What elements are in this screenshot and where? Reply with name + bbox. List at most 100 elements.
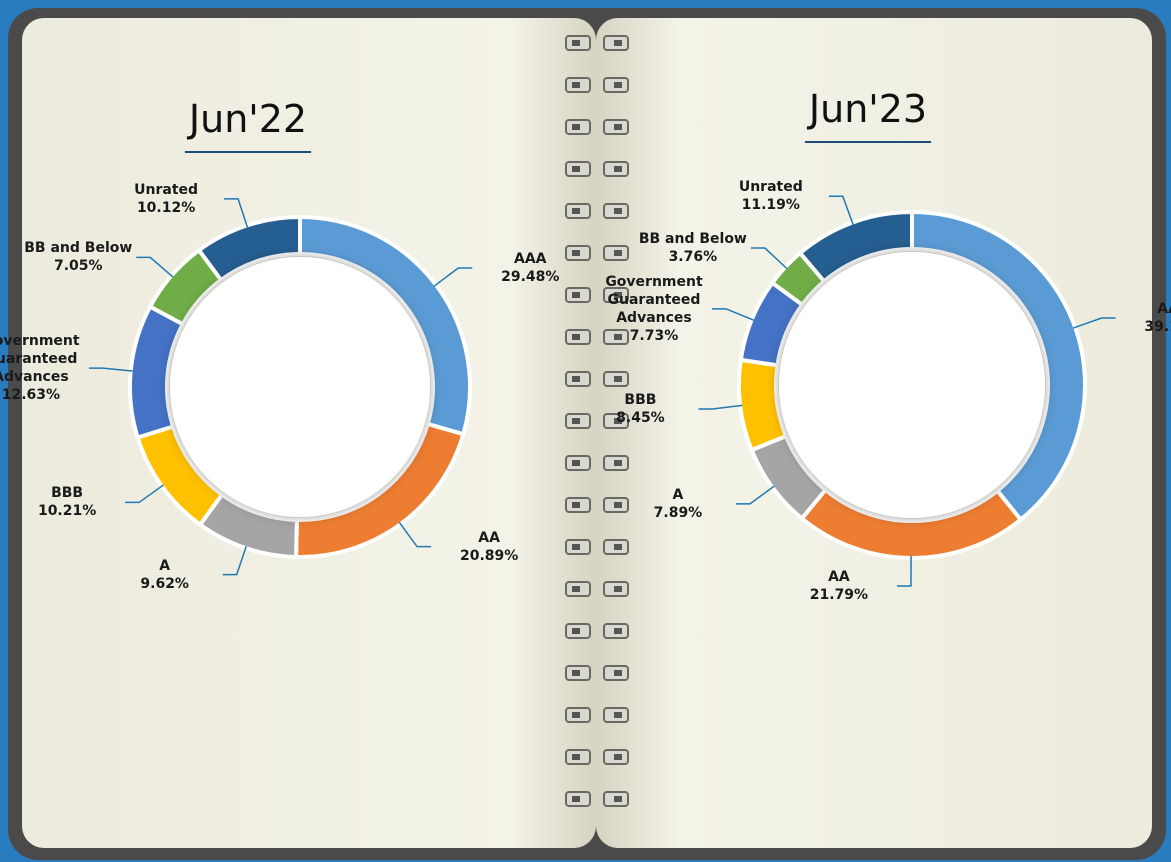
leader-line xyxy=(433,267,473,287)
label-value: 29.48% xyxy=(501,269,560,286)
label-category: AA xyxy=(828,568,850,585)
data-label: BBB 10.21% xyxy=(11,484,123,520)
leader-line xyxy=(222,545,247,576)
spiral-hole xyxy=(614,628,622,634)
spiral-hole xyxy=(572,670,580,676)
donut-segment xyxy=(196,214,302,283)
leader-line xyxy=(125,484,164,504)
chart-title: Jun'23 xyxy=(807,87,927,131)
data-label: AA 20.89% xyxy=(433,529,545,565)
leader-line xyxy=(136,256,174,278)
spiral-hole xyxy=(572,208,580,214)
spiral-hole xyxy=(572,544,580,550)
label-value: 39.19% xyxy=(1144,319,1171,336)
label-category: AAA xyxy=(1157,301,1171,318)
leader-line xyxy=(698,404,743,410)
label-value: 11.19% xyxy=(741,197,800,214)
label-category: BB and Below xyxy=(638,231,747,248)
spiral-hole xyxy=(572,418,580,424)
leader-line xyxy=(1072,317,1116,329)
spiral-hole xyxy=(614,166,622,172)
label-category: BB and Below xyxy=(24,240,133,257)
spiral-hole xyxy=(614,754,622,760)
label-value: 8.45% xyxy=(616,410,665,426)
leader-line xyxy=(735,485,775,505)
spiral-hole xyxy=(572,166,580,172)
spiral-hole xyxy=(614,670,622,676)
spiral-hole xyxy=(614,502,622,508)
label-value: 20.89% xyxy=(459,547,519,564)
spiral xyxy=(565,35,629,807)
label-category: AAA xyxy=(513,251,547,268)
label-category: Government Guaranteed Advances xyxy=(605,273,703,326)
leader-line xyxy=(398,522,432,548)
spiral-hole xyxy=(614,40,622,46)
label-category: Unrated xyxy=(738,179,803,196)
spiral-hole xyxy=(614,796,622,802)
spiral-hole xyxy=(614,334,622,340)
label-category: Government Guaranteed Advances xyxy=(0,333,80,386)
spiral-hole xyxy=(572,628,580,634)
spiral-hole xyxy=(572,586,580,592)
label-category: BBB xyxy=(51,485,84,502)
label-value: 10.12% xyxy=(136,199,196,216)
label-category: A xyxy=(159,557,171,574)
data-label: BB and Below 7.05% xyxy=(22,239,134,275)
spiral-hole xyxy=(614,418,622,424)
spiral-hole xyxy=(614,208,622,214)
spiral-hole xyxy=(572,502,580,508)
spiral-hole xyxy=(614,544,622,550)
data-label: A 9.62% xyxy=(109,557,221,593)
spiral-hole xyxy=(572,334,580,340)
spiral-hole xyxy=(614,712,622,718)
label-value: 12.63% xyxy=(1,387,61,404)
label-value: 7.73% xyxy=(629,327,679,344)
label-value: 10.21% xyxy=(37,503,97,520)
data-label: Unrated 11.19% xyxy=(715,178,827,214)
data-label: BBB 8.45% xyxy=(584,391,696,427)
spiral-hole xyxy=(572,754,580,760)
spiral-hole xyxy=(614,124,622,130)
leader-line xyxy=(224,198,249,228)
leader-line xyxy=(711,308,755,321)
spiral-hole xyxy=(572,40,580,46)
label-category: AA xyxy=(478,529,500,546)
charts: Jun'22 Jun'23 xyxy=(88,87,1116,587)
data-label: A 7.89% xyxy=(622,486,734,522)
spiral-hole xyxy=(572,712,580,718)
label-category: Unrated xyxy=(134,181,199,198)
data-label: Government Guaranteed Advances 7.73% xyxy=(598,273,710,345)
spiral-hole xyxy=(572,376,580,382)
label-category: BBB xyxy=(624,392,657,408)
donut-hole xyxy=(779,252,1045,518)
label-value: 21.79% xyxy=(809,586,869,603)
leader-line xyxy=(88,367,133,372)
spiral-hole xyxy=(614,292,622,298)
data-label: AAA39.19% xyxy=(1118,300,1171,336)
spiral-hole xyxy=(614,586,622,592)
data-label: AA 21.79% xyxy=(783,568,895,604)
leader-line xyxy=(828,195,854,225)
donut-hole xyxy=(170,257,430,517)
label-value: 9.62% xyxy=(140,575,189,592)
label-value: 7.89% xyxy=(653,504,703,521)
data-label: Unrated 10.12% xyxy=(110,181,222,217)
label-value: 3.76% xyxy=(668,249,718,266)
spiral-hole xyxy=(572,250,580,256)
leader-line xyxy=(750,247,788,270)
leader-line xyxy=(896,555,912,587)
chart-title: Jun'22 xyxy=(187,97,307,141)
label-category: A xyxy=(672,486,684,503)
spiral-hole xyxy=(614,460,622,466)
spiral-hole xyxy=(572,796,580,802)
data-label: BB and Below 3.76% xyxy=(637,230,749,266)
label-value: 7.05% xyxy=(53,258,103,275)
spiral-hole xyxy=(614,376,622,382)
spiral-hole xyxy=(572,292,580,298)
spiral-hole xyxy=(614,250,622,256)
spiral-hole xyxy=(572,82,580,88)
donut-segment xyxy=(797,209,914,285)
data-label: AAA 29.48% xyxy=(474,250,586,286)
